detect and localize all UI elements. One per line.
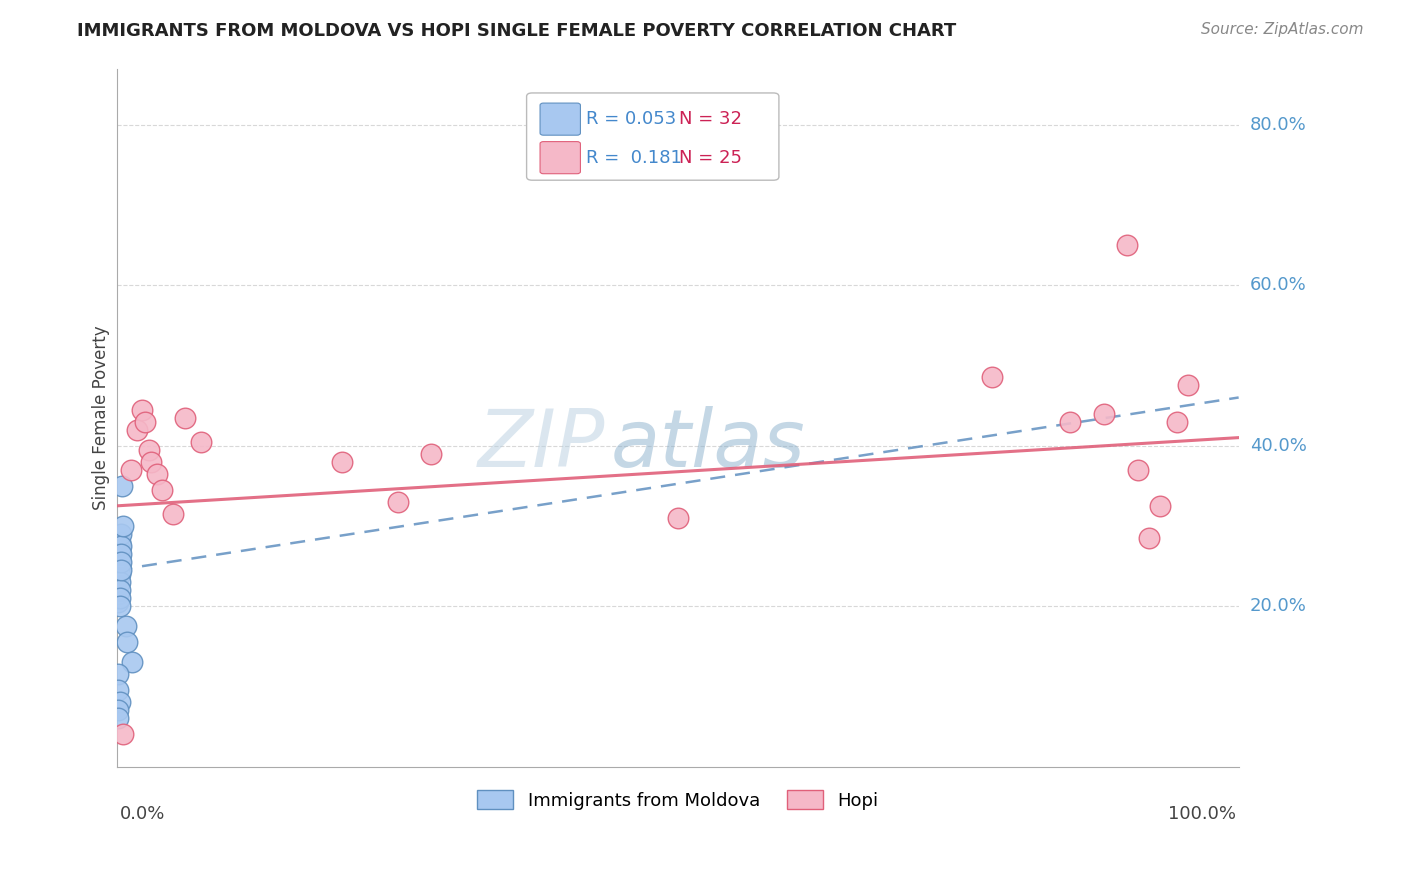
Text: Source: ZipAtlas.com: Source: ZipAtlas.com — [1201, 22, 1364, 37]
Point — [107, 683, 129, 698]
Point — [666, 511, 689, 525]
Text: R =  0.181: R = 0.181 — [586, 149, 682, 167]
Point — [981, 370, 1004, 384]
Point — [108, 575, 131, 590]
Point — [115, 619, 138, 633]
Point — [117, 635, 139, 649]
Point — [150, 483, 173, 497]
Point — [1166, 415, 1188, 429]
Text: N = 32: N = 32 — [679, 110, 742, 128]
Point — [110, 527, 132, 541]
Point — [111, 519, 134, 533]
Point — [330, 455, 353, 469]
Point — [108, 567, 131, 582]
Text: N = 25: N = 25 — [679, 149, 742, 167]
Point — [1149, 499, 1171, 513]
Point — [110, 539, 132, 553]
Text: IMMIGRANTS FROM MOLDOVA VS HOPI SINGLE FEMALE POVERTY CORRELATION CHART: IMMIGRANTS FROM MOLDOVA VS HOPI SINGLE F… — [77, 22, 956, 40]
Point — [1115, 238, 1137, 252]
Text: 80.0%: 80.0% — [1250, 116, 1306, 134]
Point — [131, 402, 153, 417]
Point — [107, 587, 129, 601]
Point — [110, 555, 132, 569]
Point — [138, 442, 160, 457]
Point — [107, 579, 129, 593]
Point — [134, 415, 156, 429]
Point — [107, 703, 129, 717]
Legend: Immigrants from Moldova, Hopi: Immigrants from Moldova, Hopi — [470, 783, 886, 817]
Point — [108, 535, 131, 549]
Point — [108, 583, 131, 598]
Point — [1059, 415, 1081, 429]
Point — [108, 559, 131, 574]
Point — [111, 727, 134, 741]
Point — [107, 547, 129, 561]
Point — [162, 507, 184, 521]
Text: 20.0%: 20.0% — [1250, 597, 1306, 615]
Text: 60.0%: 60.0% — [1250, 277, 1306, 294]
Point — [190, 434, 212, 449]
Point — [110, 547, 132, 561]
Point — [107, 555, 129, 569]
Point — [1126, 463, 1149, 477]
FancyBboxPatch shape — [527, 93, 779, 180]
Point — [107, 563, 129, 577]
Point — [173, 410, 195, 425]
Point — [1092, 407, 1115, 421]
Point — [108, 543, 131, 558]
Point — [108, 599, 131, 614]
Point — [139, 455, 162, 469]
Point — [127, 423, 149, 437]
Point — [420, 447, 443, 461]
Text: 40.0%: 40.0% — [1250, 437, 1306, 455]
FancyBboxPatch shape — [540, 142, 581, 174]
Text: ZIP: ZIP — [478, 407, 605, 484]
Point — [1137, 531, 1160, 545]
Point — [111, 479, 134, 493]
Point — [145, 467, 167, 481]
Point — [108, 551, 131, 566]
Point — [107, 595, 129, 609]
Text: R = 0.053: R = 0.053 — [586, 110, 676, 128]
Point — [107, 539, 129, 553]
Point — [108, 695, 131, 709]
Point — [107, 571, 129, 585]
Text: 0.0%: 0.0% — [120, 805, 166, 823]
Text: atlas: atlas — [610, 407, 806, 484]
FancyBboxPatch shape — [540, 103, 581, 136]
Point — [121, 655, 143, 669]
Text: 100.0%: 100.0% — [1168, 805, 1236, 823]
Y-axis label: Single Female Poverty: Single Female Poverty — [93, 326, 110, 510]
Point — [387, 495, 409, 509]
Point — [110, 563, 132, 577]
Point — [107, 667, 129, 681]
Point — [1177, 378, 1199, 392]
Point — [108, 591, 131, 606]
Point — [120, 463, 142, 477]
Point — [107, 711, 129, 725]
